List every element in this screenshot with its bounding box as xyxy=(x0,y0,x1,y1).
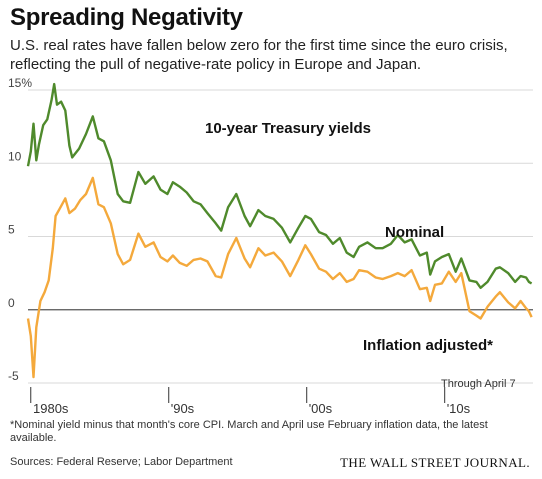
axis-layer: -5 0 5 10 15% 1980s '90s '00s '10s xyxy=(8,76,471,416)
x-tick-label: 1980s xyxy=(33,401,69,416)
y-tick-label: -5 xyxy=(8,369,19,383)
series-layer xyxy=(26,82,533,379)
y-tick-label: 15% xyxy=(8,76,32,90)
sources: Sources: Federal Reserve; Labor Departme… xyxy=(10,456,233,468)
series-label-inflation-adjusted: Inflation adjusted* xyxy=(363,337,493,354)
through-date-note: Through April 7 xyxy=(441,378,516,390)
x-tick-label: '90s xyxy=(171,401,195,416)
grid-layer xyxy=(28,89,533,384)
subtitle: U.S. real rates have fallen below zero f… xyxy=(10,37,508,73)
x-tick-label: '10s xyxy=(447,401,471,416)
x-tick-label: '00s xyxy=(309,401,333,416)
series-line-nominal xyxy=(26,82,533,289)
series-label-nominal: Nominal xyxy=(385,224,444,241)
label-layer: 10-year Treasury yields Nominal Inflatio… xyxy=(205,120,516,390)
page-title: Spreading Negativity xyxy=(10,4,243,31)
y-tick-label: 10 xyxy=(8,149,22,163)
y-tick-label: 5 xyxy=(8,223,15,237)
y-tick-label: 0 xyxy=(8,296,15,310)
chart-title: 10-year Treasury yields xyxy=(205,120,371,137)
series-line-inflation-adjusted xyxy=(26,176,533,379)
publisher-logo: THE WALL STREET JOURNAL. xyxy=(340,455,530,470)
footnote: *Nominal yield minus that month's core C… xyxy=(10,419,488,444)
